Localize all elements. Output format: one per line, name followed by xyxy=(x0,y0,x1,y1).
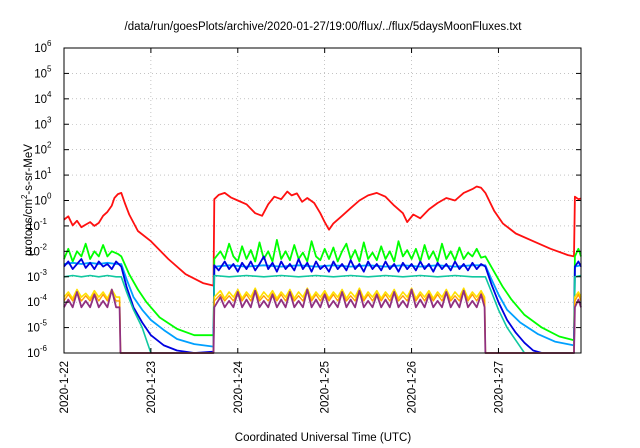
y-tick-label-base: 10 xyxy=(27,221,40,233)
series-line-green xyxy=(63,238,582,342)
y-tick-label-base: 10 xyxy=(34,196,47,208)
x-tick-label: 2020-1-22 xyxy=(59,361,71,413)
y-tick-label-base: 10 xyxy=(27,297,40,309)
y-tick-label: 10-2 xyxy=(27,242,47,258)
y-axis-label-sup: 2 xyxy=(20,194,29,199)
y-axis-label: protons/cm2-s-sr-MeV xyxy=(20,144,35,256)
y-tick-label-exp: -2 xyxy=(40,242,48,251)
y-tick-label-base: 10 xyxy=(27,323,40,335)
y-axis-label-tail: -s-sr-MeV xyxy=(23,144,35,195)
x-tick-label: 2020-1-23 xyxy=(146,361,158,413)
y-tick-label: 100 xyxy=(34,192,52,208)
y-tick-label-exp: -3 xyxy=(40,268,48,277)
y-tick-label: 105 xyxy=(34,64,52,80)
y-tick-label-base: 10 xyxy=(34,68,47,80)
y-tick-label-base: 10 xyxy=(34,43,47,55)
y-tick-label-exp: 2 xyxy=(47,141,52,150)
x-tick-label: 2020-1-26 xyxy=(407,361,419,413)
y-tick-label-base: 10 xyxy=(27,246,40,258)
x-tick-label: 2020-1-24 xyxy=(233,360,245,413)
y-tick-label-exp: 3 xyxy=(47,115,52,124)
y-tick-label-exp: -6 xyxy=(40,344,48,353)
y-tick-label-base: 10 xyxy=(34,145,47,157)
y-tick-label: 10-1 xyxy=(27,217,47,233)
y-tick-label-exp: 6 xyxy=(47,39,52,48)
y-tick-label: 103 xyxy=(34,115,52,131)
y-tick-label-exp: -4 xyxy=(40,293,48,302)
y-tick-label: 10-3 xyxy=(27,268,47,284)
y-axis: 10-610-510-410-310-210-11001011021031041… xyxy=(27,39,581,360)
y-tick-label: 104 xyxy=(34,90,52,106)
y-tick-label-base: 10 xyxy=(34,170,47,182)
y-axis-label-base: protons/cm xyxy=(23,199,35,256)
y-tick-label-exp: 5 xyxy=(47,64,52,73)
chart-title: /data/run/goesPlots/archive/2020-01-27/1… xyxy=(125,21,523,33)
y-tick-label: 10-6 xyxy=(27,344,47,360)
series-line-cyan-blue xyxy=(63,261,582,348)
x-tick-label: 2020-1-25 xyxy=(320,361,332,413)
y-tick-label: 101 xyxy=(34,166,52,182)
y-tick-label: 106 xyxy=(34,39,52,55)
y-tick-label: 10-4 xyxy=(27,293,47,309)
y-tick-label-base: 10 xyxy=(27,348,40,360)
series-line-purple xyxy=(63,288,582,354)
x-axis-label: Coordinated Universal Time (UTC) xyxy=(235,432,412,444)
y-tick-label-base: 10 xyxy=(27,272,40,284)
y-tick-label-exp: 0 xyxy=(47,192,52,201)
series-line-teal xyxy=(63,274,582,354)
y-tick-label-exp: -1 xyxy=(40,217,48,226)
y-tick-label-exp: -5 xyxy=(40,319,48,328)
y-tick-label-exp: 1 xyxy=(47,166,52,175)
y-tick-label: 102 xyxy=(34,141,52,157)
y-tick-label-exp: 4 xyxy=(47,90,52,99)
series-layer xyxy=(63,185,582,354)
series-line-blue xyxy=(63,255,582,354)
y-tick-label-base: 10 xyxy=(34,94,47,106)
x-axis: 2020-1-22 2020-1-23 2020-1-24 2020-1-25 2020… xyxy=(59,48,505,413)
x-tick-label: 2020-1-27 xyxy=(493,361,505,413)
series-line-red xyxy=(63,185,582,287)
y-tick-label: 10-5 xyxy=(27,319,47,335)
y-tick-label-base: 10 xyxy=(34,119,47,131)
